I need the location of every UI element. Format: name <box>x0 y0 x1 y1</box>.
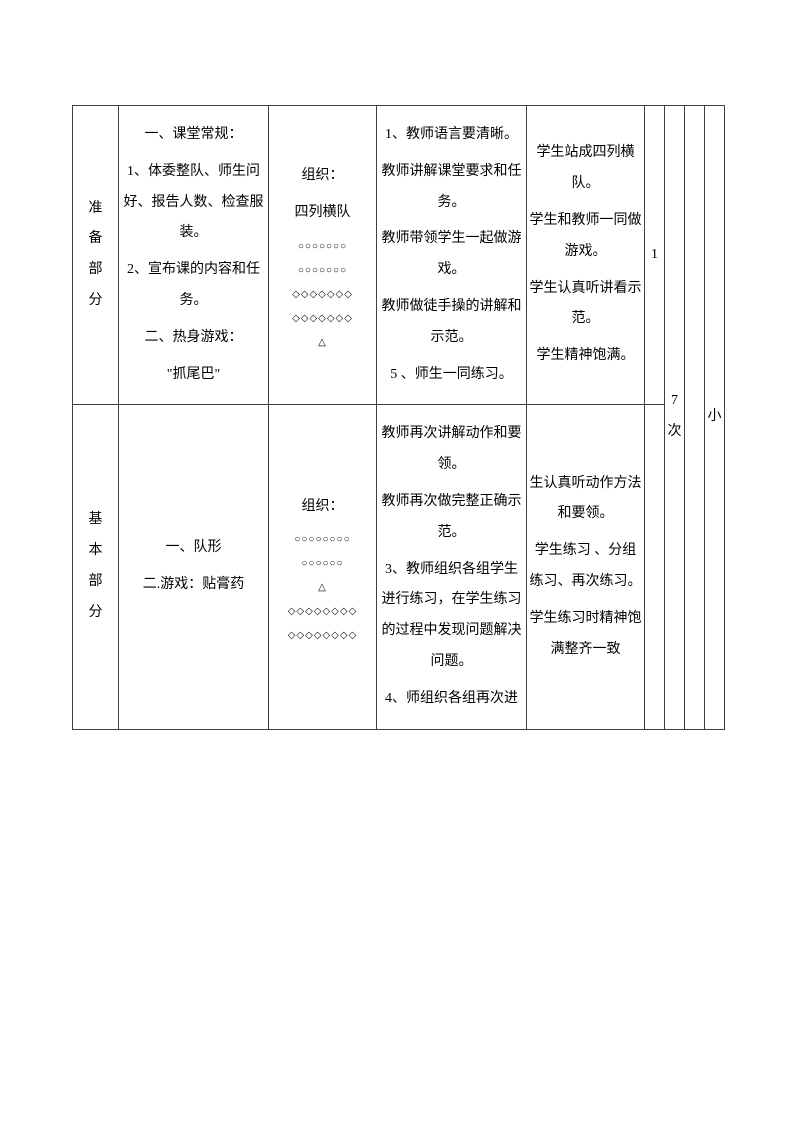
count-cell-3 <box>685 106 705 730</box>
content-cell: 一、课堂常规： 1、体委整队、师生问好、报告人数、检查服装。 2、宣布课的内容和… <box>119 106 269 405</box>
count-cell-1 <box>645 405 665 729</box>
count-cell-1: 1 <box>645 106 665 405</box>
count-cell-4: 小 <box>705 106 725 730</box>
section-cell: 准 备 部 分 <box>73 106 119 405</box>
content-cell: 一、队形 二.游戏：贴膏药 <box>119 405 269 729</box>
student-cell: 学生站成四列横队。 学生和教师一同做游戏。 学生认真听讲看示范。 学生精神饱满。 <box>527 106 645 405</box>
table-row: 准 备 部 分 一、课堂常规： 1、体委整队、师生问好、报告人数、检查服装。 2… <box>73 106 725 405</box>
lesson-plan-table: 准 备 部 分 一、课堂常规： 1、体委整队、师生问好、报告人数、检查服装。 2… <box>72 105 725 730</box>
count-cell-2: 7 次 <box>665 106 685 730</box>
student-cell: 生认真听动作方法和要领。 学生练习 、分组练习、再次练习。 学生练习时精神饱满整… <box>527 405 645 729</box>
teacher-cell: 1、教师语言要清晰。 教师讲解课堂要求和任务。 教师带领学生一起做游戏。 教师做… <box>377 106 527 405</box>
section-cell: 基 本 部 分 <box>73 405 119 729</box>
organization-cell: 组织： ○○○○○○○○ ○○○○○○ △ ◇◇◇◇◇◇◇◇ ◇◇◇◇◇◇◇◇ <box>269 405 377 729</box>
organization-cell: 组织： 四列横队 ○○○○○○○ ○○○○○○○ ◇◇◇◇◇◇◇ ◇◇◇◇◇◇◇… <box>269 106 377 405</box>
table-row: 基 本 部 分 一、队形 二.游戏：贴膏药 组织： ○○○○○○○○ ○○○○○… <box>73 405 725 729</box>
teacher-cell: 教师再次讲解动作和要领。 教师再次做完整正确示范。 3、教师组织各组学生进行练习… <box>377 405 527 729</box>
